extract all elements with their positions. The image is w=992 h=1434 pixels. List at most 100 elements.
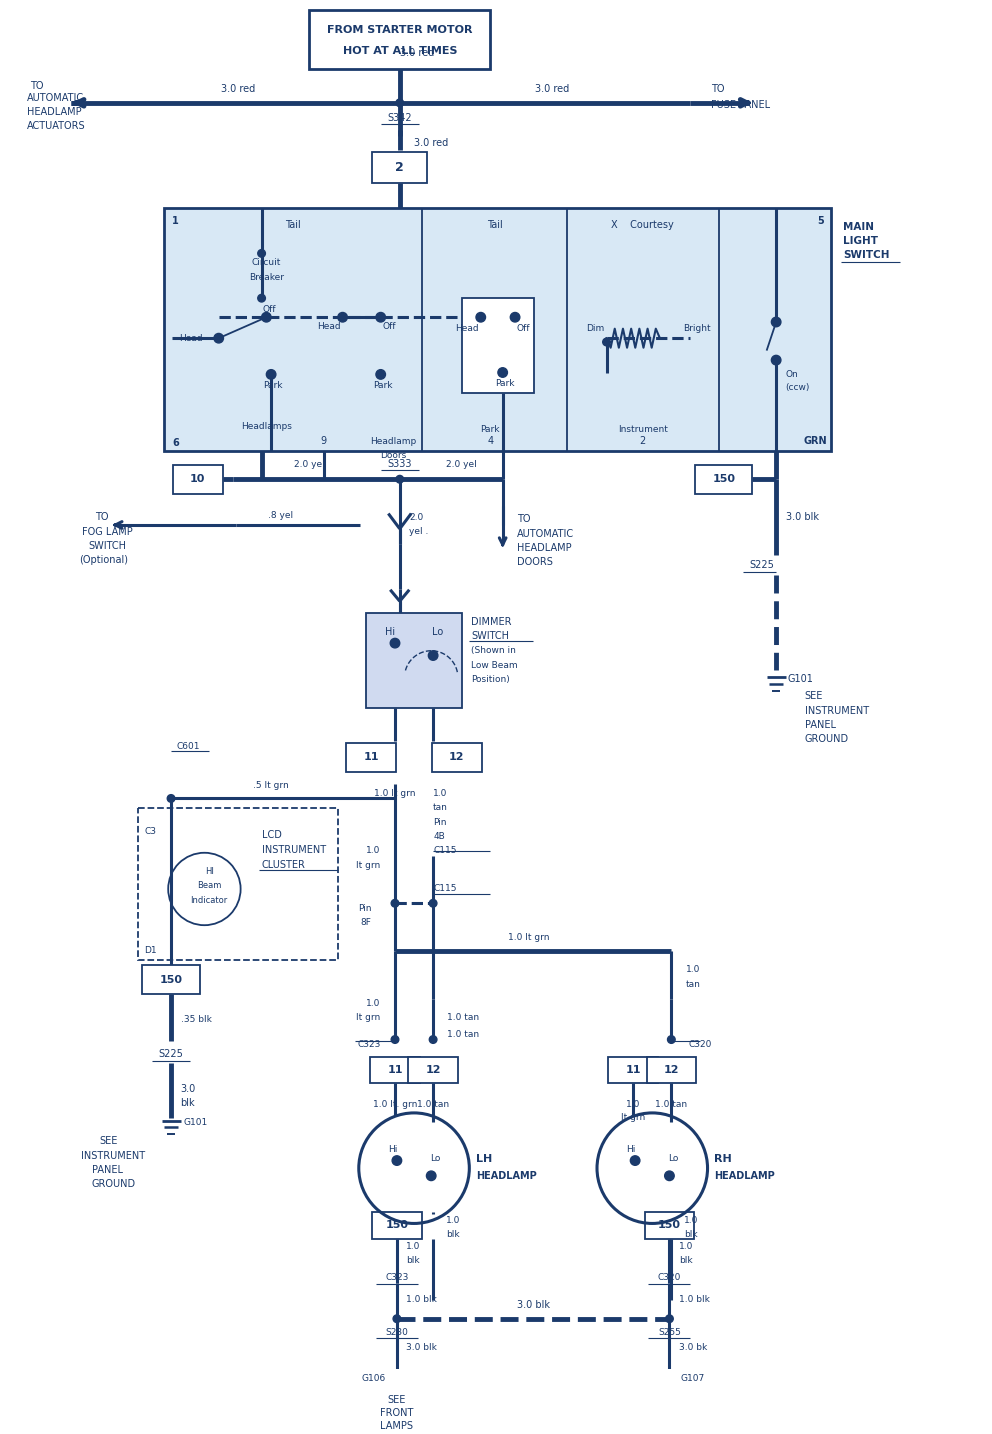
Text: 1.0: 1.0	[366, 846, 381, 855]
Circle shape	[476, 313, 485, 323]
Text: .35 blk: .35 blk	[181, 1015, 211, 1024]
Text: HOT AT ALL TIMES: HOT AT ALL TIMES	[342, 46, 457, 56]
Text: Headlamp: Headlamp	[370, 436, 417, 446]
Text: Beam: Beam	[197, 880, 221, 889]
Text: G106: G106	[361, 1374, 386, 1384]
Text: GROUND: GROUND	[92, 1179, 136, 1189]
Text: HEADLAMP: HEADLAMP	[517, 543, 571, 554]
Text: G101: G101	[184, 1119, 207, 1127]
Text: HEADLAMP: HEADLAMP	[714, 1170, 775, 1180]
Text: 2.0: 2.0	[410, 513, 424, 522]
Circle shape	[258, 294, 266, 303]
Circle shape	[391, 1035, 399, 1044]
Text: S333: S333	[388, 459, 412, 469]
Text: S225: S225	[159, 1048, 184, 1058]
Bar	[138, 807, 338, 961]
Text: tan: tan	[434, 803, 448, 813]
Text: 150: 150	[658, 1220, 681, 1230]
Bar	[433, 743, 482, 771]
Circle shape	[392, 1156, 402, 1166]
Text: LH: LH	[476, 1153, 492, 1163]
Circle shape	[630, 1156, 640, 1166]
Text: Breaker: Breaker	[249, 272, 284, 281]
Text: C320: C320	[658, 1273, 682, 1282]
Text: blk: blk	[181, 1098, 195, 1108]
Bar	[695, 465, 752, 493]
Text: 1.0 blk: 1.0 blk	[679, 1295, 710, 1304]
Text: RH: RH	[714, 1153, 732, 1163]
Text: LIGHT: LIGHT	[843, 237, 878, 247]
Circle shape	[338, 313, 347, 323]
Text: 150: 150	[386, 1220, 409, 1230]
Text: Head: Head	[179, 334, 202, 343]
Text: (ccw): (ccw)	[786, 383, 810, 393]
Text: 10: 10	[190, 475, 205, 485]
Text: HI: HI	[204, 868, 213, 876]
Text: Lo: Lo	[668, 1154, 679, 1163]
Text: INSTRUMENT: INSTRUMENT	[80, 1152, 145, 1160]
Text: Circuit: Circuit	[252, 258, 281, 267]
Bar	[165, 208, 831, 450]
Text: Hi: Hi	[385, 627, 395, 637]
Text: Head: Head	[455, 324, 479, 333]
Circle shape	[396, 476, 404, 483]
Circle shape	[390, 638, 400, 648]
Bar	[372, 1212, 422, 1239]
Text: SEE: SEE	[805, 691, 823, 701]
Text: 1.0: 1.0	[366, 999, 381, 1008]
Text: X    Courtesy: X Courtesy	[611, 219, 675, 229]
Circle shape	[430, 1035, 436, 1044]
Text: 3.0 red: 3.0 red	[535, 85, 569, 95]
Text: GRN: GRN	[804, 436, 826, 446]
Text: 1.0: 1.0	[679, 1242, 693, 1250]
Text: Park: Park	[495, 380, 514, 389]
Circle shape	[772, 356, 781, 364]
Text: Tail: Tail	[285, 219, 301, 229]
Text: On: On	[786, 370, 799, 379]
Text: lt grn: lt grn	[621, 1113, 646, 1123]
Text: Instrument: Instrument	[618, 424, 668, 435]
Text: FUSE PANEL: FUSE PANEL	[711, 100, 771, 110]
Text: 1.0: 1.0	[683, 1216, 698, 1225]
Circle shape	[603, 338, 610, 346]
Bar	[173, 465, 222, 493]
Text: C323: C323	[357, 1040, 381, 1048]
Text: Dim: Dim	[586, 324, 605, 333]
Circle shape	[376, 313, 386, 323]
Text: 11: 11	[363, 753, 379, 763]
Bar	[370, 1057, 420, 1083]
Text: MAIN: MAIN	[843, 222, 874, 232]
Text: Pin: Pin	[434, 817, 446, 827]
Text: Lo: Lo	[433, 627, 443, 637]
Bar	[310, 10, 490, 69]
Text: Off: Off	[383, 323, 396, 331]
Text: 4B: 4B	[434, 832, 444, 842]
Text: 9: 9	[320, 436, 326, 446]
Text: TO: TO	[517, 515, 531, 525]
Bar	[366, 612, 461, 708]
Text: S225: S225	[749, 561, 775, 569]
Text: INSTRUMENT: INSTRUMENT	[262, 845, 325, 855]
Text: 1.0 lt. grn: 1.0 lt. grn	[373, 1100, 418, 1108]
Text: (Shown in: (Shown in	[471, 647, 516, 655]
Text: 8F: 8F	[360, 918, 371, 926]
Text: C3: C3	[145, 827, 157, 836]
Text: TO: TO	[711, 85, 725, 95]
Circle shape	[168, 794, 175, 802]
Text: Bright: Bright	[682, 324, 710, 333]
Text: SEE: SEE	[388, 1395, 406, 1405]
Text: Head: Head	[317, 323, 340, 331]
Text: AUTOMATIC: AUTOMATIC	[517, 529, 574, 539]
Bar	[461, 298, 534, 393]
Text: TO: TO	[30, 80, 44, 90]
Text: 12: 12	[426, 1065, 440, 1076]
Text: S230: S230	[386, 1328, 409, 1336]
Bar	[645, 1212, 694, 1239]
Text: 1: 1	[172, 217, 179, 227]
Circle shape	[665, 1172, 675, 1180]
Text: 3.0 blk: 3.0 blk	[517, 1301, 550, 1311]
Text: 150: 150	[160, 975, 183, 985]
Text: LAMPS: LAMPS	[380, 1421, 414, 1431]
Text: LCD: LCD	[262, 830, 282, 840]
Text: S255: S255	[658, 1328, 681, 1336]
